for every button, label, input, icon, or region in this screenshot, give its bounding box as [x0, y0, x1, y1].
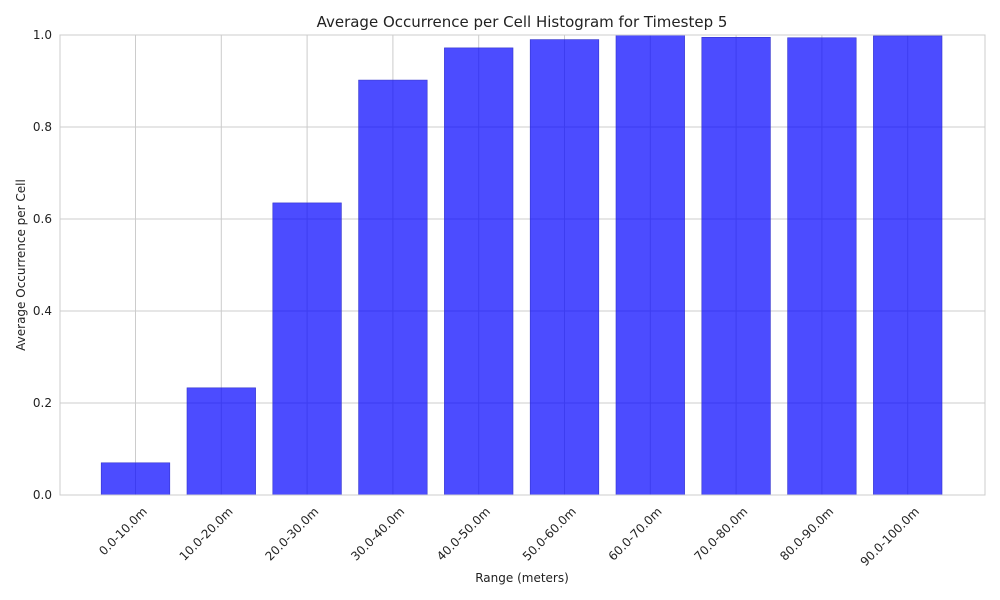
chart-title: Average Occurrence per Cell Histogram fo… [317, 13, 728, 31]
y-tick-label: 0.8 [33, 120, 52, 134]
bars [100, 34, 943, 496]
x-axis-label: Range (meters) [475, 571, 569, 585]
plot-frame [59, 34, 986, 496]
bar [358, 79, 428, 496]
bar [272, 202, 342, 496]
bar [100, 462, 171, 496]
y-tick-label: 0.6 [33, 212, 52, 226]
x-tick-label: 10.0-20.0m [177, 504, 236, 563]
x-tick-label: 30.0-40.0m [348, 504, 407, 563]
y-axis-label: Average Occurrence per Cell [14, 179, 28, 351]
y-tick-label: 0.4 [33, 304, 52, 318]
bar [444, 47, 514, 496]
x-tick-label: 60.0-70.0m [606, 504, 665, 563]
x-ticks: 0.0-10.0m 10.0-20.0m 20.0-30.0m 30.0-40.0m 4… [96, 504, 922, 568]
bar [615, 34, 685, 496]
x-tick-label: 90.0-100.0m [858, 504, 922, 568]
bar [701, 36, 771, 496]
bar [873, 35, 943, 496]
bar [529, 39, 600, 496]
x-tick-label: 50.0-60.0m [520, 504, 579, 563]
x-tick-label: 20.0-30.0m [262, 504, 321, 563]
x-tick-label: 0.0-10.0m [96, 504, 150, 558]
bar [186, 387, 256, 496]
x-tick-label: 80.0-90.0m [777, 504, 836, 563]
x-tick-label: 70.0-80.0m [691, 504, 750, 563]
y-tick-label: 1.0 [33, 28, 52, 42]
y-tick-label: 0.2 [33, 396, 52, 410]
y-ticks: 0.0 0.2 0.4 0.6 0.8 1.0 [33, 28, 52, 502]
y-tick-label: 0.0 [33, 488, 52, 502]
bar [787, 37, 857, 496]
x-tick-label: 40.0-50.0m [434, 504, 493, 563]
